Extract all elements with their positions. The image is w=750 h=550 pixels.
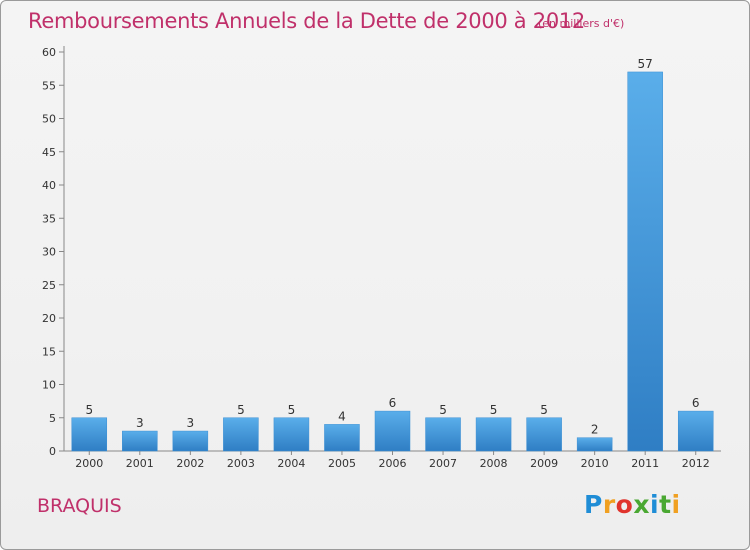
chart-title: Remboursements Annuels de la Dette de 20… <box>28 9 585 33</box>
bar <box>526 417 562 452</box>
bar <box>677 410 714 452</box>
x-tick-label: 2000 <box>75 457 103 470</box>
logo-letter: P <box>584 490 603 519</box>
bar <box>374 410 411 452</box>
chart-unit-note: (en milliers d'€) <box>538 17 625 30</box>
y-tick-label: 10 <box>42 379 56 392</box>
bar <box>425 417 461 452</box>
y-tick-label: 55 <box>42 79 56 92</box>
y-tick-label: 40 <box>42 179 56 192</box>
logo-letter: t <box>659 490 672 519</box>
y-tick-label: 50 <box>42 113 56 126</box>
bar-value-label: 5 <box>237 403 245 417</box>
bar <box>273 417 310 452</box>
bar <box>223 417 259 452</box>
y-tick-label: 45 <box>42 146 56 159</box>
logo-letter: x <box>633 490 650 519</box>
logo-letter: o <box>615 490 634 519</box>
bar <box>475 417 512 452</box>
x-tick-label: 2009 <box>530 457 558 470</box>
bar-value-label: 2 <box>591 423 599 437</box>
y-tick-label: 30 <box>42 246 56 259</box>
bar-value-label: 5 <box>288 403 296 417</box>
bar <box>122 430 158 452</box>
x-tick-label: 2001 <box>126 457 154 470</box>
bar <box>627 71 663 452</box>
bar <box>71 417 108 452</box>
x-tick-label: 2010 <box>581 457 609 470</box>
bar-value-label: 5 <box>540 403 548 417</box>
y-tick-label: 0 <box>49 445 56 458</box>
x-tick-label: 2012 <box>682 457 710 470</box>
bar <box>172 430 209 452</box>
y-tick-label: 35 <box>42 212 56 225</box>
x-tick-label: 2005 <box>328 457 356 470</box>
bar-value-label: 6 <box>389 396 397 410</box>
place-name: BRAQUIS <box>37 495 122 517</box>
proxiti-logo[interactable]: Proxiti <box>584 490 681 519</box>
bar-value-label: 3 <box>136 416 144 430</box>
logo-letter: r <box>602 490 616 519</box>
x-tick-label: 2007 <box>429 457 457 470</box>
x-tick-label: 2011 <box>631 457 659 470</box>
y-tick-label: 15 <box>42 345 56 358</box>
y-tick-label: 5 <box>49 412 56 425</box>
y-tick-label: 60 <box>42 46 56 59</box>
x-tick-label: 2002 <box>176 457 204 470</box>
x-tick-label: 2008 <box>480 457 508 470</box>
logo-letter: i <box>671 490 681 519</box>
bar-value-label: 3 <box>187 416 195 430</box>
bar <box>324 424 360 452</box>
x-tick-label: 2004 <box>277 457 305 470</box>
bar-value-label: 6 <box>692 396 700 410</box>
y-tick-label: 20 <box>42 312 56 325</box>
logo-letter: i <box>650 490 660 519</box>
bar <box>576 437 613 452</box>
x-tick-label: 2006 <box>379 457 407 470</box>
bar-value-label: 5 <box>439 403 447 417</box>
y-tick-label: 25 <box>42 279 56 292</box>
x-tick-label: 2003 <box>227 457 255 470</box>
bar-value-label: 57 <box>638 57 653 71</box>
bar-value-label: 4 <box>338 409 346 423</box>
bar-value-label: 5 <box>490 403 498 417</box>
bar-value-label: 5 <box>85 403 93 417</box>
